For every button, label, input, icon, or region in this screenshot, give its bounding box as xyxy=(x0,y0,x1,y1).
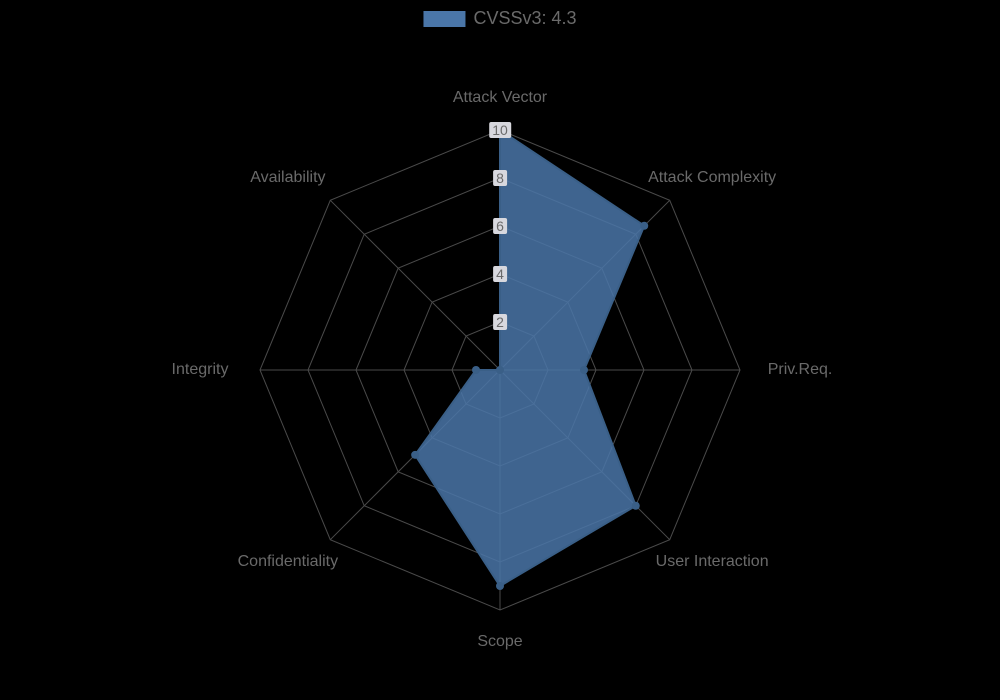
tick-label: 10 xyxy=(489,122,511,138)
axis-label: Availability xyxy=(250,169,325,187)
axis-label: Confidentiality xyxy=(238,553,339,571)
tick-label: 8 xyxy=(493,170,507,186)
tick-label: 2 xyxy=(493,314,507,330)
axis-label: Scope xyxy=(477,633,522,651)
axis-label: Priv.Req. xyxy=(768,361,833,379)
axis-label: Attack Vector xyxy=(453,89,547,107)
tick-label: 4 xyxy=(493,266,507,282)
axis-label: Integrity xyxy=(172,361,229,379)
axis-label: Attack Complexity xyxy=(648,169,776,187)
tick-label: 6 xyxy=(493,218,507,234)
radar-chart-container: CVSSv3: 4.3 Attack VectorAttack Complexi… xyxy=(0,0,1000,700)
axis-label: User Interaction xyxy=(656,553,769,571)
